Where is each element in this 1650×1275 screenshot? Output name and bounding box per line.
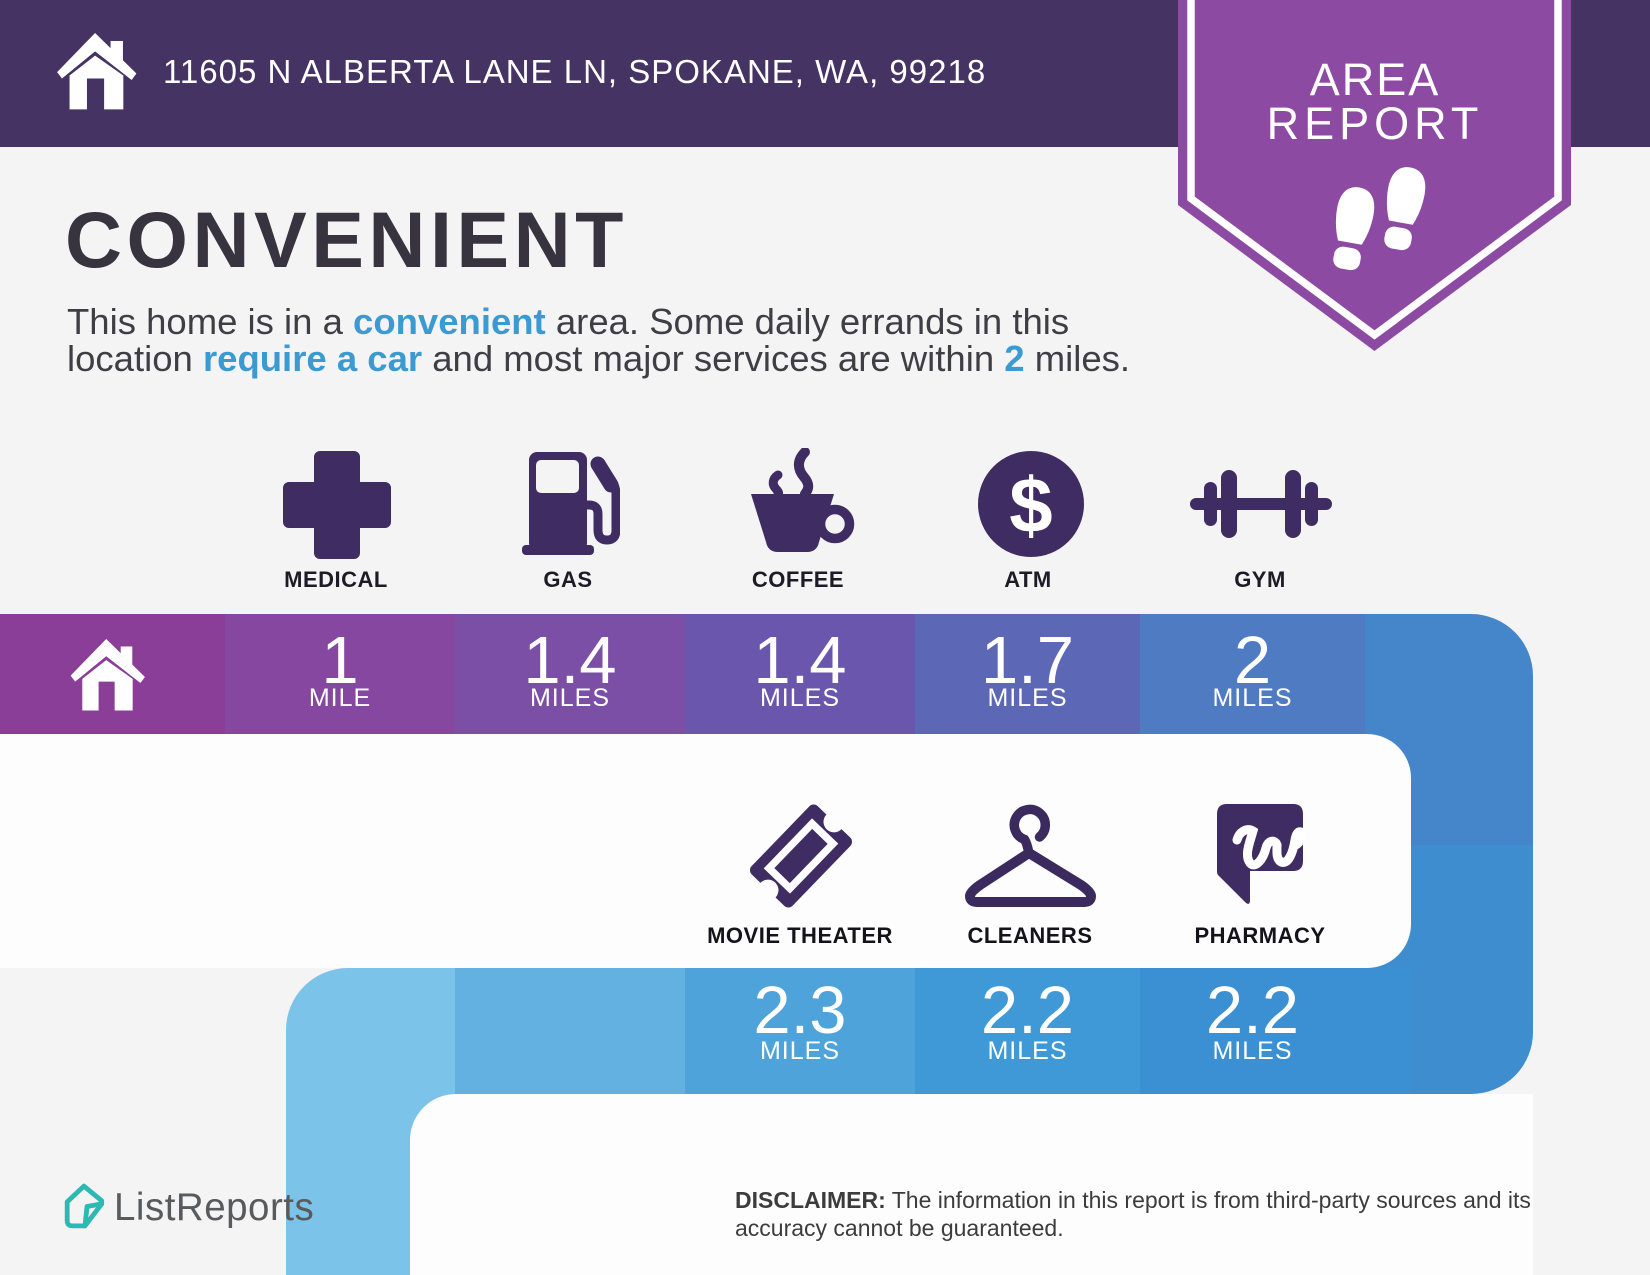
svg-text:REPORT: REPORT	[1267, 98, 1484, 149]
svg-text:AREA: AREA	[1310, 54, 1441, 105]
svg-text:$: $	[1009, 461, 1052, 549]
